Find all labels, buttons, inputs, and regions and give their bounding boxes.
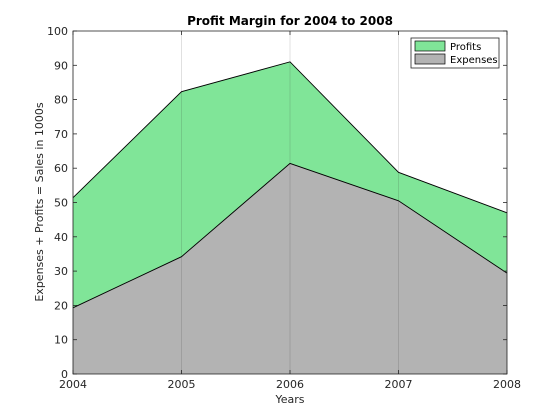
- x-axis-ticks: 2004 2005 2006 2007 2008: [59, 31, 521, 391]
- area-top-line-expenses: [72, 162, 508, 309]
- y-tick-label: 100: [47, 25, 68, 38]
- y-axis-ticks: 0 10 20 30 40 50 60 70 80 90 100: [47, 25, 507, 381]
- legend-swatch-profits: [414, 40, 446, 52]
- y-tick-label: 50: [54, 197, 68, 210]
- legend-swatch-expenses: [414, 53, 446, 65]
- x-tick-label: 2004: [59, 378, 87, 391]
- y-tick-label: 0: [61, 368, 68, 381]
- legend: Profits Expenses: [410, 37, 500, 69]
- chart-title: Profit Margin for 2004 to 2008: [187, 14, 393, 28]
- x-tick-label: 2006: [276, 378, 304, 391]
- area-top-line-profits: [72, 61, 508, 214]
- y-tick-label: 70: [54, 128, 68, 141]
- x-tick-label: 2007: [385, 378, 413, 391]
- x-tick-label: 2008: [493, 378, 521, 391]
- y-axis-title: Expenses + Profits = Sales in 1000s: [33, 102, 46, 302]
- y-tick-label: 60: [54, 162, 68, 175]
- x-axis-title: Years: [274, 393, 304, 406]
- area-expenses: [73, 163, 507, 374]
- y-tick-label: 90: [54, 59, 68, 72]
- y-tick-label: 20: [54, 299, 68, 312]
- y-tick-label: 80: [54, 94, 68, 107]
- y-tick-label: 40: [54, 231, 68, 244]
- y-tick-label: 10: [54, 334, 68, 347]
- y-tick-label: 30: [54, 265, 68, 278]
- legend-label-profits: Profits: [450, 42, 481, 53]
- area-profits: [73, 61, 507, 308]
- legend-label-expenses: Expenses: [450, 55, 498, 66]
- chart-areas: [73, 61, 507, 374]
- x-tick-label: 2005: [168, 378, 196, 391]
- area-outlines: [72, 61, 508, 309]
